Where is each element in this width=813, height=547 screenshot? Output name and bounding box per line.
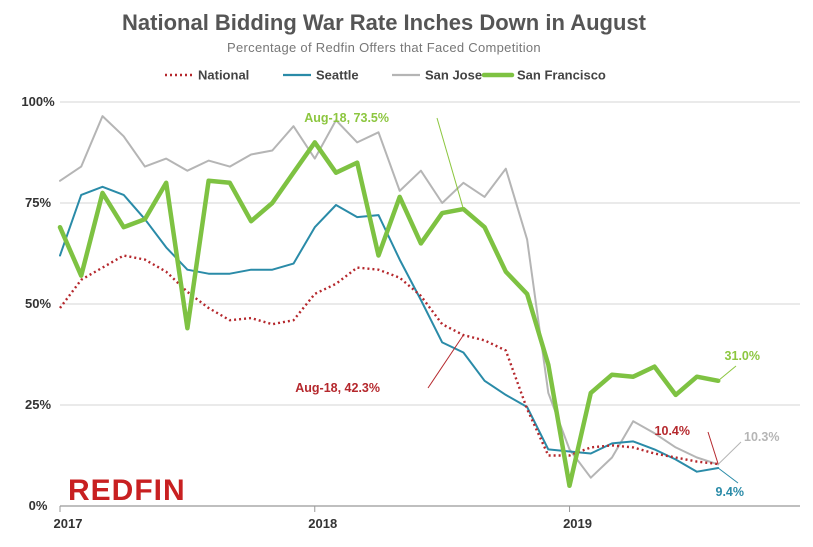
chart-title: National Bidding War Rate Inches Down in… [122,10,647,35]
annotation-label-5: 9.4% [716,485,745,499]
annotation-label-0: Aug-18, 73.5% [304,111,389,125]
annotation-label-4: 10.3% [744,430,779,444]
legend-label-national: National [198,68,249,83]
x-axis: 2017 2018 2019 [54,506,592,531]
annotation-leader-2 [717,365,737,382]
annotation-leader-3 [707,431,719,465]
legend-label-san-francisco: San Francisco [517,68,606,83]
legend-label-san-jose: San Jose [425,68,482,83]
y-tick-label-25: 25% [25,397,51,412]
legend: National Seattle San Jose San Francisco [165,68,606,83]
annotation-leader-5 [717,467,739,484]
x-tick-label-2017: 2017 [54,516,83,531]
y-tick-label-75: 75% [25,195,51,210]
y-tick-label-50: 50% [25,296,51,311]
legend-label-seattle: Seattle [316,68,359,83]
y-tick-label-0: 0% [29,498,48,513]
redfin-logo: REDFIN [68,474,186,507]
y-axis: 0% 25% 50% 75% 100% [21,94,55,513]
y-tick-label-100: 100% [21,94,55,109]
x-tick-label-2018: 2018 [308,516,337,531]
gridlines [60,101,800,507]
series-line-national [59,254,719,466]
annotation-label-1: Aug-18, 42.3% [295,381,380,395]
series-lines [57,115,721,489]
annotation-label-2: 31.0% [725,349,760,363]
series-line-san-jose [59,115,720,479]
chart-subtitle: Percentage of Redfin Offers that Faced C… [227,40,541,55]
annotations: Aug-18, 73.5% Aug-18, 42.3% 31.0% 10.4% 10.3… [295,111,779,499]
x-tick-label-2019: 2019 [563,516,592,531]
series-line-san-francisco [57,140,721,489]
annotation-leader-0 [436,117,464,210]
annotation-label-3: 10.4% [655,424,690,438]
annotation-leader-1 [427,334,464,389]
annotation-leader-4 [717,441,742,465]
